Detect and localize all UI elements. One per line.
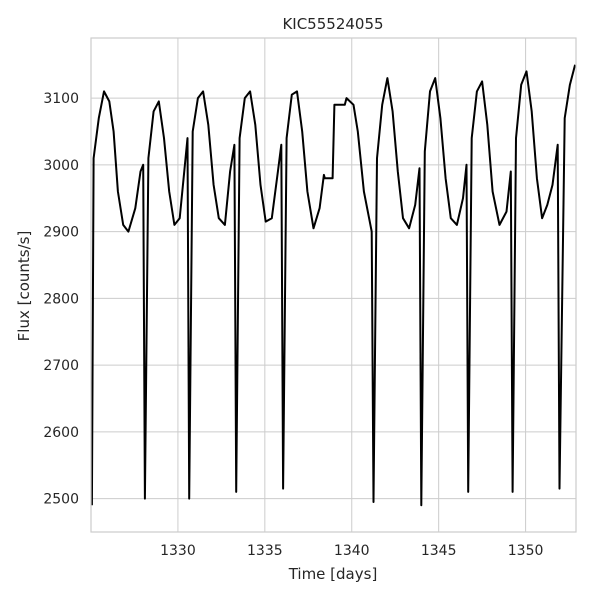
series-layer <box>90 64 577 507</box>
y-tick-label-2: 2700 <box>43 358 79 374</box>
x-tick-labels: 1330 1335 1340 1345 1350 <box>160 543 543 559</box>
y-tick-label-5: 3000 <box>43 158 79 174</box>
x-tick-label-2: 1340 <box>334 543 370 559</box>
y-tick-labels: 2500 2600 2700 2800 2900 3000 3100 <box>43 91 79 508</box>
x-tick-label-3: 1345 <box>421 543 457 559</box>
x-tick-label-4: 1350 <box>508 543 544 559</box>
y-tick-label-6: 3100 <box>43 91 79 107</box>
y-tick-label-4: 2900 <box>43 225 79 241</box>
y-tick-label-0: 2500 <box>43 492 79 508</box>
x-tick-label-1: 1335 <box>247 543 283 559</box>
x-tick-label-0: 1330 <box>160 543 196 559</box>
grid <box>91 38 576 532</box>
plot-frame <box>90 37 577 533</box>
y-axis-label: Flux [counts/s] <box>15 231 33 342</box>
series-line-0 <box>90 64 577 507</box>
chart-title: KIC55524055 <box>282 15 383 33</box>
y-tick-label-3: 2800 <box>43 291 79 307</box>
x-axis-label: Time [days] <box>288 565 378 583</box>
y-tick-label-1: 2600 <box>43 425 79 441</box>
